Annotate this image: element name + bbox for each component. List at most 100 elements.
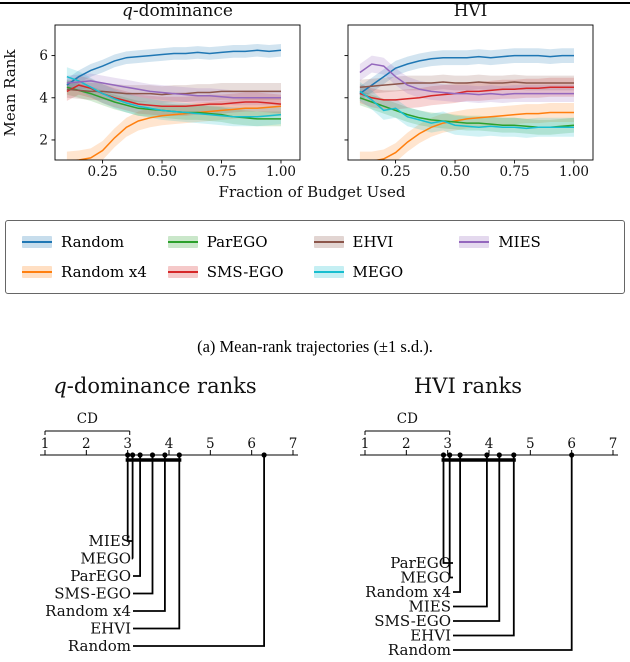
plot-q-dominance: 0.25 0.50 0.75 1.00 2 4 6 q-dominance (39, 1, 301, 180)
legend-item-parego: ParEGO (167, 233, 314, 251)
legend-label-mego: MEGO (352, 263, 404, 281)
cd-marker-ehvi (511, 452, 517, 458)
cd-marker-random (569, 452, 575, 458)
band-random (359, 48, 574, 101)
band-mies (359, 55, 574, 103)
cd-connector-ehvi (133, 455, 181, 630)
legend-key-parego (167, 236, 198, 248)
legend-item-ehvi: EHVI (313, 233, 460, 251)
band-parego (66, 79, 282, 127)
cd-marker-parego (440, 452, 447, 458)
cd-entry-label-mego: MEGO (400, 569, 451, 587)
cd-axis-number: 3 (443, 436, 452, 452)
legend-key-sms-ego (167, 266, 198, 278)
legend-label-mies: MIES (498, 233, 541, 251)
line-mego (359, 90, 574, 130)
cd-axis-number: 6 (247, 436, 256, 452)
y-tick-label: 6 (39, 48, 48, 64)
band-sms-ego (66, 75, 282, 116)
band-random-x4 (66, 96, 281, 160)
cd-axis-number: 5 (526, 436, 535, 452)
cd-connector-random (453, 455, 573, 651)
x-tick-label: 1.00 (559, 164, 589, 180)
cd-connector-random-x4 (453, 455, 461, 593)
legend-key-random (22, 236, 52, 248)
y-tick-label: 4 (39, 90, 48, 106)
cd-connector-sms-ego (453, 455, 501, 622)
band-ehvi (359, 74, 574, 95)
x-tick-label: 0.50 (440, 164, 470, 180)
legend-label-sms-ego: SMS-EGO (206, 263, 284, 281)
legend-key-ehvi (313, 236, 344, 248)
legend-item-random-x4: Random x4 (22, 263, 168, 281)
legend-item-mego: MEGO (313, 263, 460, 281)
cd-axis-number: 3 (123, 436, 132, 452)
line-mies (66, 80, 281, 99)
legend-item-mies: MIES (459, 233, 608, 251)
cd-entry-label-ehvi: EHVI (90, 620, 131, 638)
line-random-x4 (373, 111, 574, 160)
x-axis-label: Fraction of Budget Used (219, 183, 406, 201)
cd-connector-parego (442, 455, 453, 564)
cd-entry-label-mies: MIES (88, 532, 131, 550)
plot-area (359, 48, 575, 160)
band-random (66, 44, 282, 92)
legend-key-mies (459, 236, 490, 248)
x-tick-label: 0.25 (381, 164, 411, 180)
legend-label-random: Random (61, 233, 125, 251)
cd-connector-random-x4 (133, 455, 166, 612)
cd-entry-label-sms-ego: SMS-EGO (54, 585, 131, 603)
trajectory-charts: Mean Rank Fraction of Budget Used 0.25 0.… (1, 1, 594, 201)
cd-connector-random (133, 455, 265, 647)
y-axis-label: Mean Rank (1, 49, 19, 137)
line-ehvi (359, 81, 574, 88)
cd-marker-random-x4 (162, 452, 168, 458)
cd-entry-label-mies: MIES (408, 598, 451, 616)
cd-marker-mies (484, 452, 490, 458)
top-rule (0, 2, 630, 4)
legend-item-sms-ego: SMS-EGO (167, 263, 314, 281)
title-q-dominance: q-dominance (122, 1, 233, 21)
cd-entry-label-sms-ego: SMS-EGO (374, 612, 451, 630)
cd-entry-label-random-x4: Random x4 (45, 602, 131, 620)
line-mies (359, 63, 574, 96)
cd-axis-number: 1 (41, 436, 50, 452)
cd-connector-ehvi (453, 455, 515, 637)
cd-marker-parego (137, 452, 143, 458)
cd-connector-mies (453, 455, 488, 608)
legend-box: Random ParEGO EHVI MIES Random x4 SMS-EGO MEGO (5, 220, 625, 294)
legend-label-ehvi: EHVI (352, 233, 394, 251)
line-random-x4 (70, 105, 282, 160)
line-random (66, 49, 282, 86)
cd-marker-mego (130, 452, 136, 458)
plot-frame (347, 24, 594, 161)
x-tick-label: 0.75 (499, 164, 529, 180)
cd-axis-number: 7 (289, 436, 298, 452)
cd-marker-random (261, 452, 267, 458)
plot-frame (54, 24, 301, 161)
band-mego (66, 67, 282, 127)
y-tick-label: 2 (39, 132, 48, 148)
plot-hvi: 0.25 0.50 0.75 1.00 HVI (344, 1, 594, 180)
x-tick-label: 1.00 (266, 164, 296, 180)
cd-diagram-q-dominance: q-dominance ranks 1 2 3 4 5 6 7 CD MIESMEGOParEGO… (40, 374, 298, 655)
line-sms-ego (359, 86, 574, 101)
cd-entry-label-random-x4: Random x4 (365, 583, 451, 601)
cd-connector-sms-ego (133, 455, 154, 595)
cd-marker-random-x4 (457, 452, 463, 458)
cd-entry-label-mego: MEGO (80, 550, 131, 568)
legend-label-parego: ParEGO (206, 233, 268, 251)
cd-axis-number: 5 (206, 436, 215, 452)
cd-connector-parego (133, 455, 141, 577)
legend-key-random-x4 (22, 266, 52, 278)
line-random (359, 54, 574, 95)
cd-entry-label-random: Random (388, 641, 451, 659)
cd-marker-sms-ego (496, 452, 502, 458)
cd-axis-number: 2 (82, 436, 91, 452)
cd-entry-label-parego: ParEGO (70, 567, 131, 585)
cd-axis-number: 4 (485, 436, 494, 452)
cd-axis-number: 4 (165, 436, 174, 452)
band-random-x4 (359, 103, 574, 160)
